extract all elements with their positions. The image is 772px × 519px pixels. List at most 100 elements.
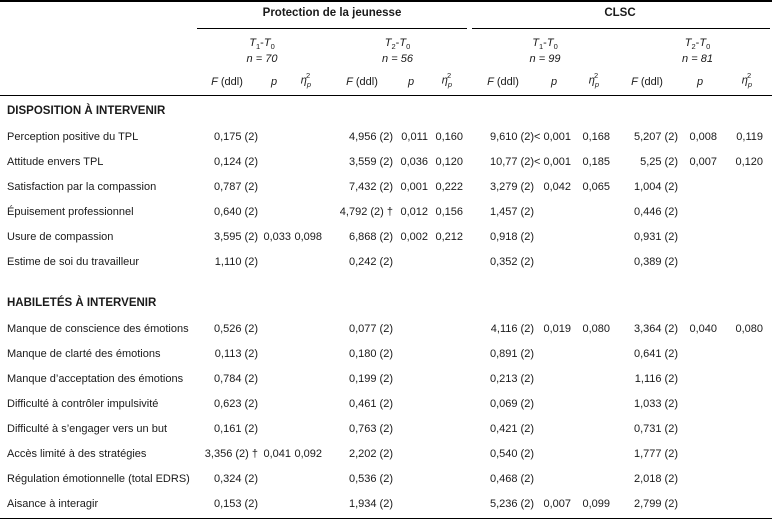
table-cell-eta: 0,120 <box>435 156 463 168</box>
col-header-eta-squared: ηp2 <box>300 71 312 89</box>
table-cell-p: 0,002 <box>400 231 428 243</box>
table-cell-f: 7,432 (2) <box>348 181 393 193</box>
table-cell-f: 0,113 (2) <box>214 348 258 360</box>
group-title-clsc: CLSC <box>604 7 636 19</box>
col-header-p: p <box>270 76 278 88</box>
table-cell-f: 0,526 (2) <box>213 323 258 335</box>
table-cell-eta: 0,099 <box>582 498 610 510</box>
section-title: DISPOSITION À INTERVENIR <box>7 105 166 117</box>
table-cell-p: 0,007 <box>543 498 571 510</box>
group-title-protection: Protection de la jeunesse <box>262 7 402 19</box>
table-cell-f: 0,242 (2) <box>348 256 393 268</box>
table-cell-eta: 0,168 <box>582 131 610 143</box>
table-cell-p: < 0,001 <box>533 131 571 143</box>
table-cell-f: 4,792 (2) † <box>339 206 393 218</box>
col-header-p: p <box>550 76 558 88</box>
table-cell-f: 0,763 (2) <box>348 423 393 435</box>
table-cell-f: 3,364 (2) <box>633 323 678 335</box>
table-cell-eta: 0,080 <box>582 323 610 335</box>
table-cell-f: 2,202 (2) <box>348 448 393 460</box>
table-cell-f: 0,324 (2) <box>213 473 258 485</box>
table-cell-f: 1,777 (2) <box>633 448 678 460</box>
col-header-eta-squared: ηp2 <box>588 71 600 89</box>
table-cell-f: 0,421 (2) <box>489 423 534 435</box>
table-cell-f: 0,161 (2) <box>213 423 258 435</box>
table-cell-f: 0,175 (2) <box>213 131 258 143</box>
row-label: Régulation émotionnelle (total EDRS) <box>7 473 190 485</box>
row-label: Accès limité à des stratégies <box>7 448 147 460</box>
table-cell-eta: 0,212 <box>435 231 463 243</box>
row-label: Manque de clarté des émotions <box>7 348 161 360</box>
subgroup-header-clsc-t2: T2-T0 n = 81 <box>682 37 713 66</box>
table-cell-f: 0,536 (2) <box>348 473 393 485</box>
table-cell-f: 0,199 (2) <box>348 373 393 385</box>
col-header-p: p <box>696 76 704 88</box>
table-cell-f: 0,124 (2) <box>213 156 258 168</box>
table-cell-eta: 0,185 <box>582 156 610 168</box>
table-cell-f: 2,799 (2) <box>633 498 678 510</box>
table-cell-f: 0,069 (2) <box>489 398 534 410</box>
row-label: Aisance à interagir <box>7 498 99 510</box>
table-cell-f: 0,468 (2) <box>489 473 534 485</box>
table-cell-f: 0,784 (2) <box>213 373 258 385</box>
row-label: Usure de compassion <box>7 231 114 243</box>
col-header-eta-squared: ηp2 <box>441 71 453 89</box>
section-title: HABILETÉS À INTERVENIR <box>7 297 157 309</box>
table-cell-eta: 0,119 <box>736 131 763 143</box>
table-cell-f: 1,457 (2) <box>489 206 534 218</box>
table-cell-f: 5,207 (2) <box>633 131 678 143</box>
row-label: Manque de conscience des émotions <box>7 323 189 335</box>
row-label: Difficulté à s’engager vers un but <box>7 423 167 435</box>
table-cell-f: 0,918 (2) <box>489 231 534 243</box>
table-cell-f: 3,279 (2) <box>489 181 534 193</box>
table-cell-f: 1,110 (2) <box>214 256 258 268</box>
col-header-eta-squared: ηp2 <box>741 71 753 89</box>
col-header-p: p <box>407 76 415 88</box>
table-cell-f: 9,610 (2) <box>489 131 534 143</box>
row-label: Difficulté à contrôler impulsivité <box>7 398 159 410</box>
row-label: Manque d’acceptation des émotions <box>7 373 184 385</box>
table-cell-p: < 0,001 <box>533 156 571 168</box>
table-cell-f: 4,956 (2) <box>348 131 393 143</box>
table-cell-f: 0,787 (2) <box>213 181 258 193</box>
group-rule-protection <box>197 28 467 29</box>
group-rule-clsc <box>472 28 770 29</box>
table-cell-f: 0,540 (2) <box>489 448 534 460</box>
table-cell-f: 0,389 (2) <box>633 256 678 268</box>
table-cell-p: 0,036 <box>400 156 428 168</box>
table-cell-eta: 0,160 <box>435 131 463 143</box>
table-cell-f: 1,934 (2) <box>348 498 393 510</box>
table-cell-p: 0,007 <box>689 156 717 168</box>
subgroup-header-clsc-t1: T1-T0 n = 99 <box>529 37 561 66</box>
table-cell-f: 4,116 (2) <box>490 323 534 335</box>
table-cell-eta: 0,092 <box>294 448 322 460</box>
subgroup-header-pj-t1: T1-T0 n = 70 <box>246 37 278 66</box>
table-cell-p: 0,019 <box>543 323 571 335</box>
table-cell-f: 3,595 (2) <box>213 231 258 243</box>
table-cell-eta: 0,120 <box>735 156 763 168</box>
table-cell-p: 0,008 <box>689 131 717 143</box>
table-cell-p: 0,001 <box>400 181 428 193</box>
table-cell-p: 0,040 <box>689 323 717 335</box>
col-header-f-ddl: F (ddl) <box>211 76 243 88</box>
table-cell-p: 0,012 <box>400 206 428 218</box>
table-cell-f: 3,356 (2) † <box>204 448 258 460</box>
table-cell-f: 0,213 (2) <box>489 373 534 385</box>
row-label: Épuisement professionnel <box>7 206 134 218</box>
table-cell-f: 0,180 (2) <box>348 348 393 360</box>
table-cell-f: 0,461 (2) <box>348 398 393 410</box>
col-header-f-ddl: F (ddl) <box>346 76 378 88</box>
row-label: Perception positive du TPL <box>7 131 139 143</box>
table-top-rule <box>0 0 772 2</box>
row-label: Satisfaction par la compassion <box>7 181 157 193</box>
col-header-f-ddl: F (ddl) <box>487 76 519 88</box>
row-label: Attitude envers TPL <box>7 156 104 168</box>
table-cell-eta: 0,065 <box>582 181 610 193</box>
table-cell-f: 6,868 (2) <box>348 231 393 243</box>
table-cell-f: 0,640 (2) <box>213 206 258 218</box>
table-cell-eta: 0,098 <box>294 231 322 243</box>
table-cell-f: 0,446 (2) <box>633 206 678 218</box>
table-cell-f: 0,931 (2) <box>633 231 678 243</box>
row-label: Estime de soi du travailleur <box>7 256 140 268</box>
